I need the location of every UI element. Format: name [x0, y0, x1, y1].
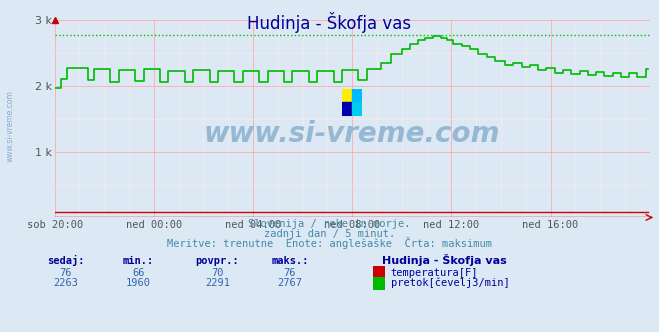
- Text: Meritve: trenutne  Enote: anglešaške  Črta: maksimum: Meritve: trenutne Enote: anglešaške Črta…: [167, 237, 492, 249]
- Text: 2263: 2263: [53, 278, 78, 288]
- Text: min.:: min.:: [123, 256, 154, 266]
- Text: Hudinja - Škofja vas: Hudinja - Škofja vas: [382, 254, 507, 266]
- Text: povpr.:: povpr.:: [196, 256, 239, 266]
- Text: 76: 76: [284, 268, 296, 278]
- Text: www.si-vreme.com: www.si-vreme.com: [5, 90, 14, 162]
- Text: temperatura[F]: temperatura[F]: [391, 268, 478, 278]
- Text: 76: 76: [60, 268, 72, 278]
- Text: 70: 70: [212, 268, 223, 278]
- Text: 66: 66: [132, 268, 144, 278]
- Text: pretok[čevelj3/min]: pretok[čevelj3/min]: [391, 278, 509, 288]
- Text: 2291: 2291: [205, 278, 230, 288]
- Text: 2767: 2767: [277, 278, 302, 288]
- Text: 1960: 1960: [126, 278, 151, 288]
- Text: zadnji dan / 5 minut.: zadnji dan / 5 minut.: [264, 229, 395, 239]
- Text: maks.:: maks.:: [272, 256, 308, 266]
- Text: www.si-vreme.com: www.si-vreme.com: [204, 121, 500, 148]
- Text: sedaj:: sedaj:: [47, 255, 84, 266]
- Text: Slovenija / reke in morje.: Slovenija / reke in morje.: [248, 219, 411, 229]
- Text: Hudinja - Škofja vas: Hudinja - Škofja vas: [247, 12, 412, 33]
